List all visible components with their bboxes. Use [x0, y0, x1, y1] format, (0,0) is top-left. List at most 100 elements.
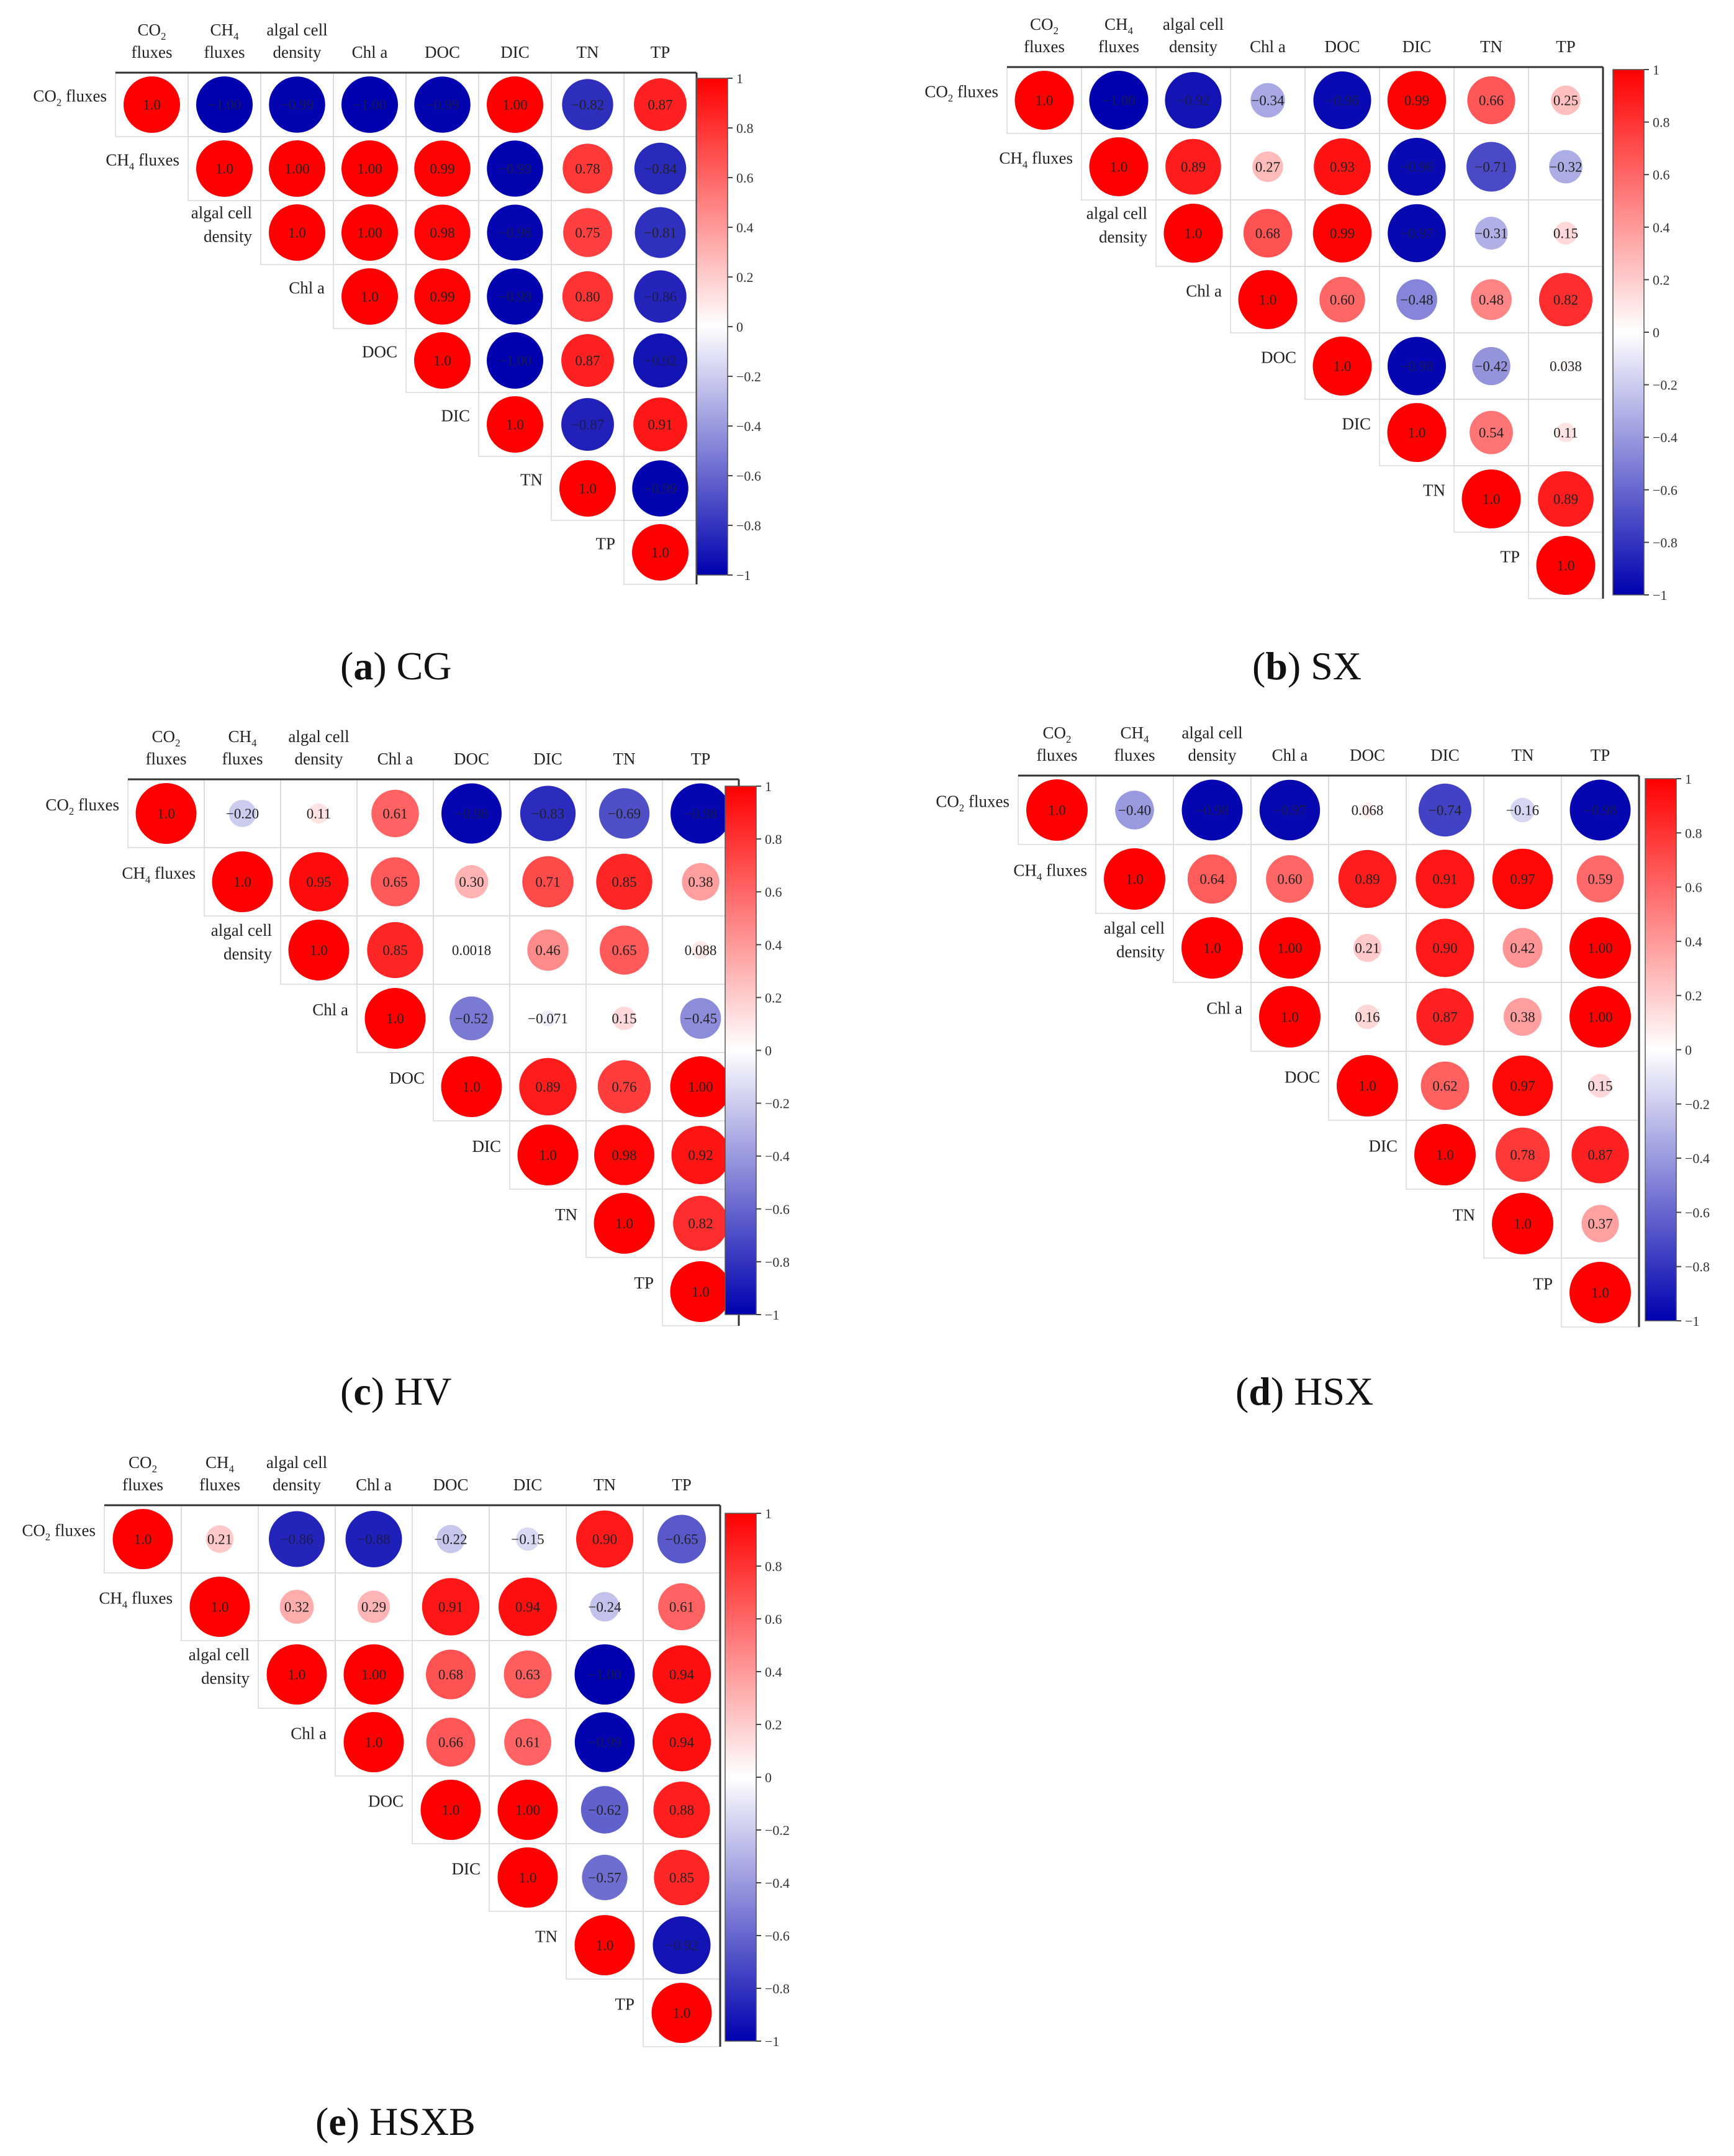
cell-value: −0.83 — [531, 806, 564, 822]
caption-d-name: HSX — [1294, 1369, 1374, 1413]
cell-value: 0.91 — [648, 417, 672, 433]
correlation-circle — [562, 271, 613, 322]
colorbar — [1612, 69, 1645, 596]
correlation-circle — [1551, 85, 1581, 116]
correlation-circle — [1554, 222, 1578, 245]
correlation-circle — [1359, 802, 1376, 818]
colorbar-tick-label: 0.4 — [1685, 934, 1702, 949]
colorbar — [1645, 778, 1677, 1321]
correlation-circle — [1388, 137, 1446, 196]
colorbar-tick-label: 0.6 — [1653, 167, 1670, 183]
correlation-circle — [1312, 204, 1372, 263]
caption-c-name: HV — [394, 1369, 452, 1413]
cell-value: 1.0 — [143, 97, 161, 113]
correlation-circle — [1250, 83, 1285, 118]
colorbar-tick-label: 1 — [1685, 771, 1692, 787]
cell-value: −0.62 — [588, 1803, 621, 1818]
cell-value: 1.00 — [515, 1803, 540, 1818]
cell-value: −0.98 — [1584, 803, 1617, 818]
correlation-circle — [497, 1847, 558, 1908]
cell-value: −0.98 — [1400, 359, 1433, 374]
row-label-3: Chl a — [312, 1000, 348, 1019]
col-label-1: fluxes — [199, 1475, 240, 1494]
cell-value: −1.00 — [1102, 93, 1135, 109]
correlation-circle — [1266, 855, 1314, 903]
correlation-circle — [503, 1651, 552, 1698]
correlation-circle — [1492, 1193, 1553, 1254]
cell-value: 0.87 — [1587, 1148, 1612, 1163]
cell-value: 0.80 — [575, 289, 600, 305]
correlation-circle — [1461, 469, 1521, 528]
correlation-circle — [426, 1718, 476, 1767]
cell-value: −0.84 — [644, 161, 677, 177]
col-label-2: algal cell — [266, 20, 327, 39]
col-label-5: DIC — [1402, 37, 1432, 56]
row-label-2: algal cell — [1104, 919, 1165, 938]
correlation-circle — [670, 1056, 731, 1117]
correlation-circle — [596, 853, 653, 910]
correlation-circle — [454, 865, 489, 899]
correlation-circle — [422, 1578, 480, 1636]
correlation-circle — [269, 1511, 325, 1567]
caption-d-letter: d — [1249, 1369, 1271, 1413]
correlation-circle — [1252, 151, 1283, 183]
correlation-circle — [633, 333, 688, 388]
cell-value: 1.0 — [1036, 93, 1054, 109]
cell-value: 0.37 — [1587, 1216, 1612, 1232]
colorbar-tick-label: −0.2 — [736, 369, 761, 384]
colorbar-tick-label: 0.6 — [1685, 880, 1702, 895]
correlation-circle — [414, 76, 471, 133]
colorbar-tick-label: −0.2 — [765, 1096, 790, 1112]
colorbar-tick-label: 0.2 — [736, 270, 754, 285]
col-label-0: CO2 — [1043, 723, 1072, 745]
cell-value: 1.0 — [539, 1148, 557, 1163]
colorbar-tick-label: 0.2 — [1653, 272, 1670, 288]
col-label-0: fluxes — [1024, 37, 1065, 56]
correlation-circle — [574, 1644, 635, 1705]
colorbar-tick-label: 0.6 — [736, 170, 754, 186]
cell-value: 0.66 — [438, 1735, 463, 1751]
colorbar-tick-label: 0.4 — [765, 937, 782, 953]
correlation-circle — [597, 1060, 651, 1113]
cell-value: 0.0018 — [452, 943, 491, 958]
colorbar-tick-label: −1 — [736, 568, 751, 583]
correlation-circle — [1165, 138, 1221, 195]
correlation-circle — [580, 1786, 629, 1834]
cell-value: 1.0 — [596, 1938, 614, 1954]
cell-value: 0.25 — [1553, 93, 1578, 109]
correlation-circle — [671, 1126, 730, 1184]
correlation-circle — [414, 204, 471, 261]
cell-value: −0.69 — [608, 806, 641, 822]
correlation-circle — [1576, 855, 1624, 903]
caption-d: (d) HSX — [1235, 1369, 1374, 1413]
colorbar-tick-label: −1 — [765, 1307, 779, 1323]
colorbar-tick-label: −0.2 — [765, 1823, 790, 1838]
col-label-2: algal cell — [266, 1453, 327, 1472]
col-label-6: TN — [613, 750, 636, 768]
cell-value: 0.97 — [1510, 1079, 1535, 1094]
col-label-0: CO2 — [129, 1453, 157, 1475]
colorbar-tick-label: −0.8 — [1653, 535, 1678, 550]
correlation-circle — [1238, 270, 1298, 329]
correlation-circle — [1474, 217, 1508, 250]
row-label-5: DIC — [472, 1137, 502, 1156]
cell-value: 1.0 — [215, 161, 233, 177]
correlation-circle — [367, 922, 423, 979]
correlation-circle — [1470, 410, 1513, 455]
row-label-4: DOC — [368, 1792, 404, 1811]
caption-e-letter: e — [328, 2099, 346, 2144]
correlation-circle — [357, 1590, 391, 1623]
row-label-2: algal cell — [189, 1646, 250, 1664]
cell-value: 1.00 — [1587, 941, 1612, 956]
correlation-circle — [653, 1916, 711, 1975]
colorbar-tick-label: −1 — [765, 2034, 779, 2049]
col-label-3: Chl a — [1272, 746, 1308, 764]
col-label-7: TP — [672, 1475, 692, 1494]
colorbar-tick-label: 1 — [765, 1506, 772, 1521]
cell-value: −1.00 — [208, 97, 241, 113]
colorbar-tick-label: −0.2 — [1685, 1097, 1710, 1112]
correlation-circle — [1388, 204, 1446, 263]
cell-value: −0.15 — [511, 1532, 544, 1547]
correlation-circle — [1338, 849, 1397, 908]
cell-value: −0.57 — [588, 1870, 621, 1886]
